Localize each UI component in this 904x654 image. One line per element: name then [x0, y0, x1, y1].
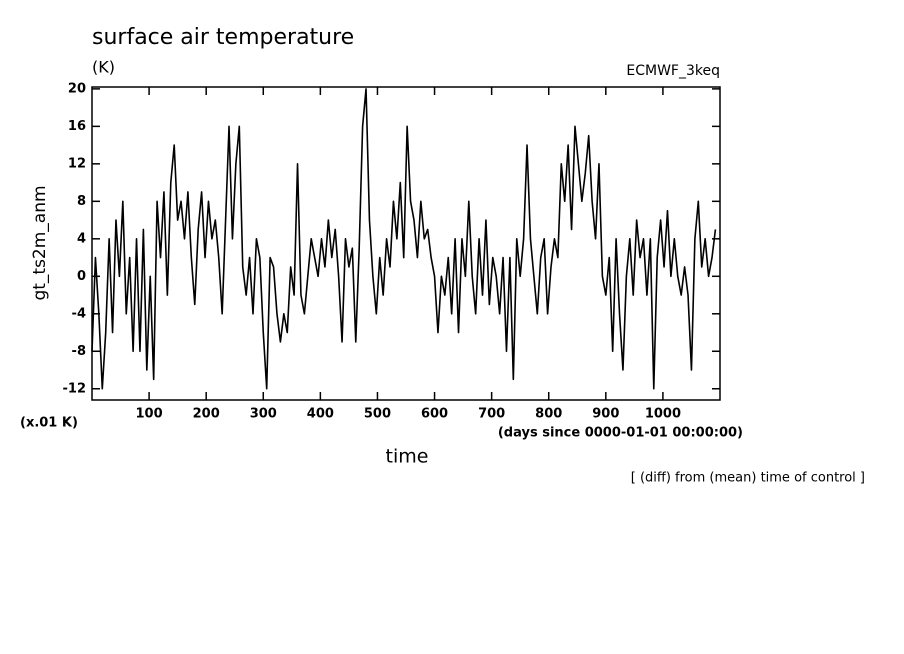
- x-tick-label: 100: [136, 407, 163, 422]
- x-tick-label: 1000: [645, 407, 681, 422]
- data-line: [91, 88, 717, 390]
- y-tick-label: -4: [72, 306, 86, 321]
- plot-frame: [91, 86, 721, 401]
- y-tick-label: 20: [68, 81, 86, 96]
- y-tick-label: 0: [77, 269, 86, 284]
- x-tick-label: 600: [421, 407, 448, 422]
- y-tick-label: -12: [63, 381, 87, 396]
- y-axis-label: gt_ts2m_anm: [30, 185, 50, 300]
- x-unit: (days since 0000-01-01 00:00:00): [498, 426, 743, 441]
- y-tick-label: 4: [77, 231, 86, 246]
- x-tick-label: 800: [535, 407, 562, 422]
- y-unit: (x.01 K): [20, 416, 78, 431]
- x-tick-label: 400: [307, 407, 334, 422]
- chart-title: surface air temperature: [92, 25, 354, 50]
- x-tick-label: 700: [478, 407, 505, 422]
- y-tick-label: 16: [68, 119, 86, 134]
- y-tick-label: 8: [77, 194, 86, 209]
- x-axis-label: time: [386, 446, 429, 468]
- y-tick-label: 12: [68, 156, 86, 171]
- y-tick-label: -8: [72, 344, 86, 359]
- x-tick-label: 900: [592, 407, 619, 422]
- x-tick-label: 200: [193, 407, 220, 422]
- chart-subtitle: (K): [92, 58, 115, 77]
- x-tick-label: 500: [364, 407, 391, 422]
- annotation: ECMWF_3keq: [626, 63, 720, 79]
- note: [ (diff) from (mean) time of control ]: [631, 471, 865, 486]
- x-tick-label: 300: [250, 407, 277, 422]
